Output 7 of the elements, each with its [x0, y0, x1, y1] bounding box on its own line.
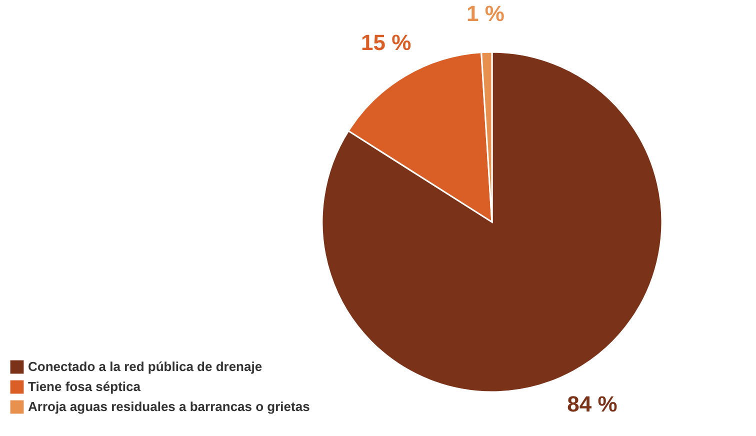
data-label: 15 % — [361, 30, 412, 55]
data-label: 84 % — [567, 391, 618, 416]
legend-label: Arroja aguas residuales a barrancas o grietas — [28, 399, 310, 414]
legend-label: Tiene fosa séptica — [28, 379, 142, 394]
pie-slice — [321, 51, 663, 393]
data-label: 1 % — [466, 1, 504, 26]
legend-label: Conectado a la red pública de drenaje — [28, 359, 262, 374]
